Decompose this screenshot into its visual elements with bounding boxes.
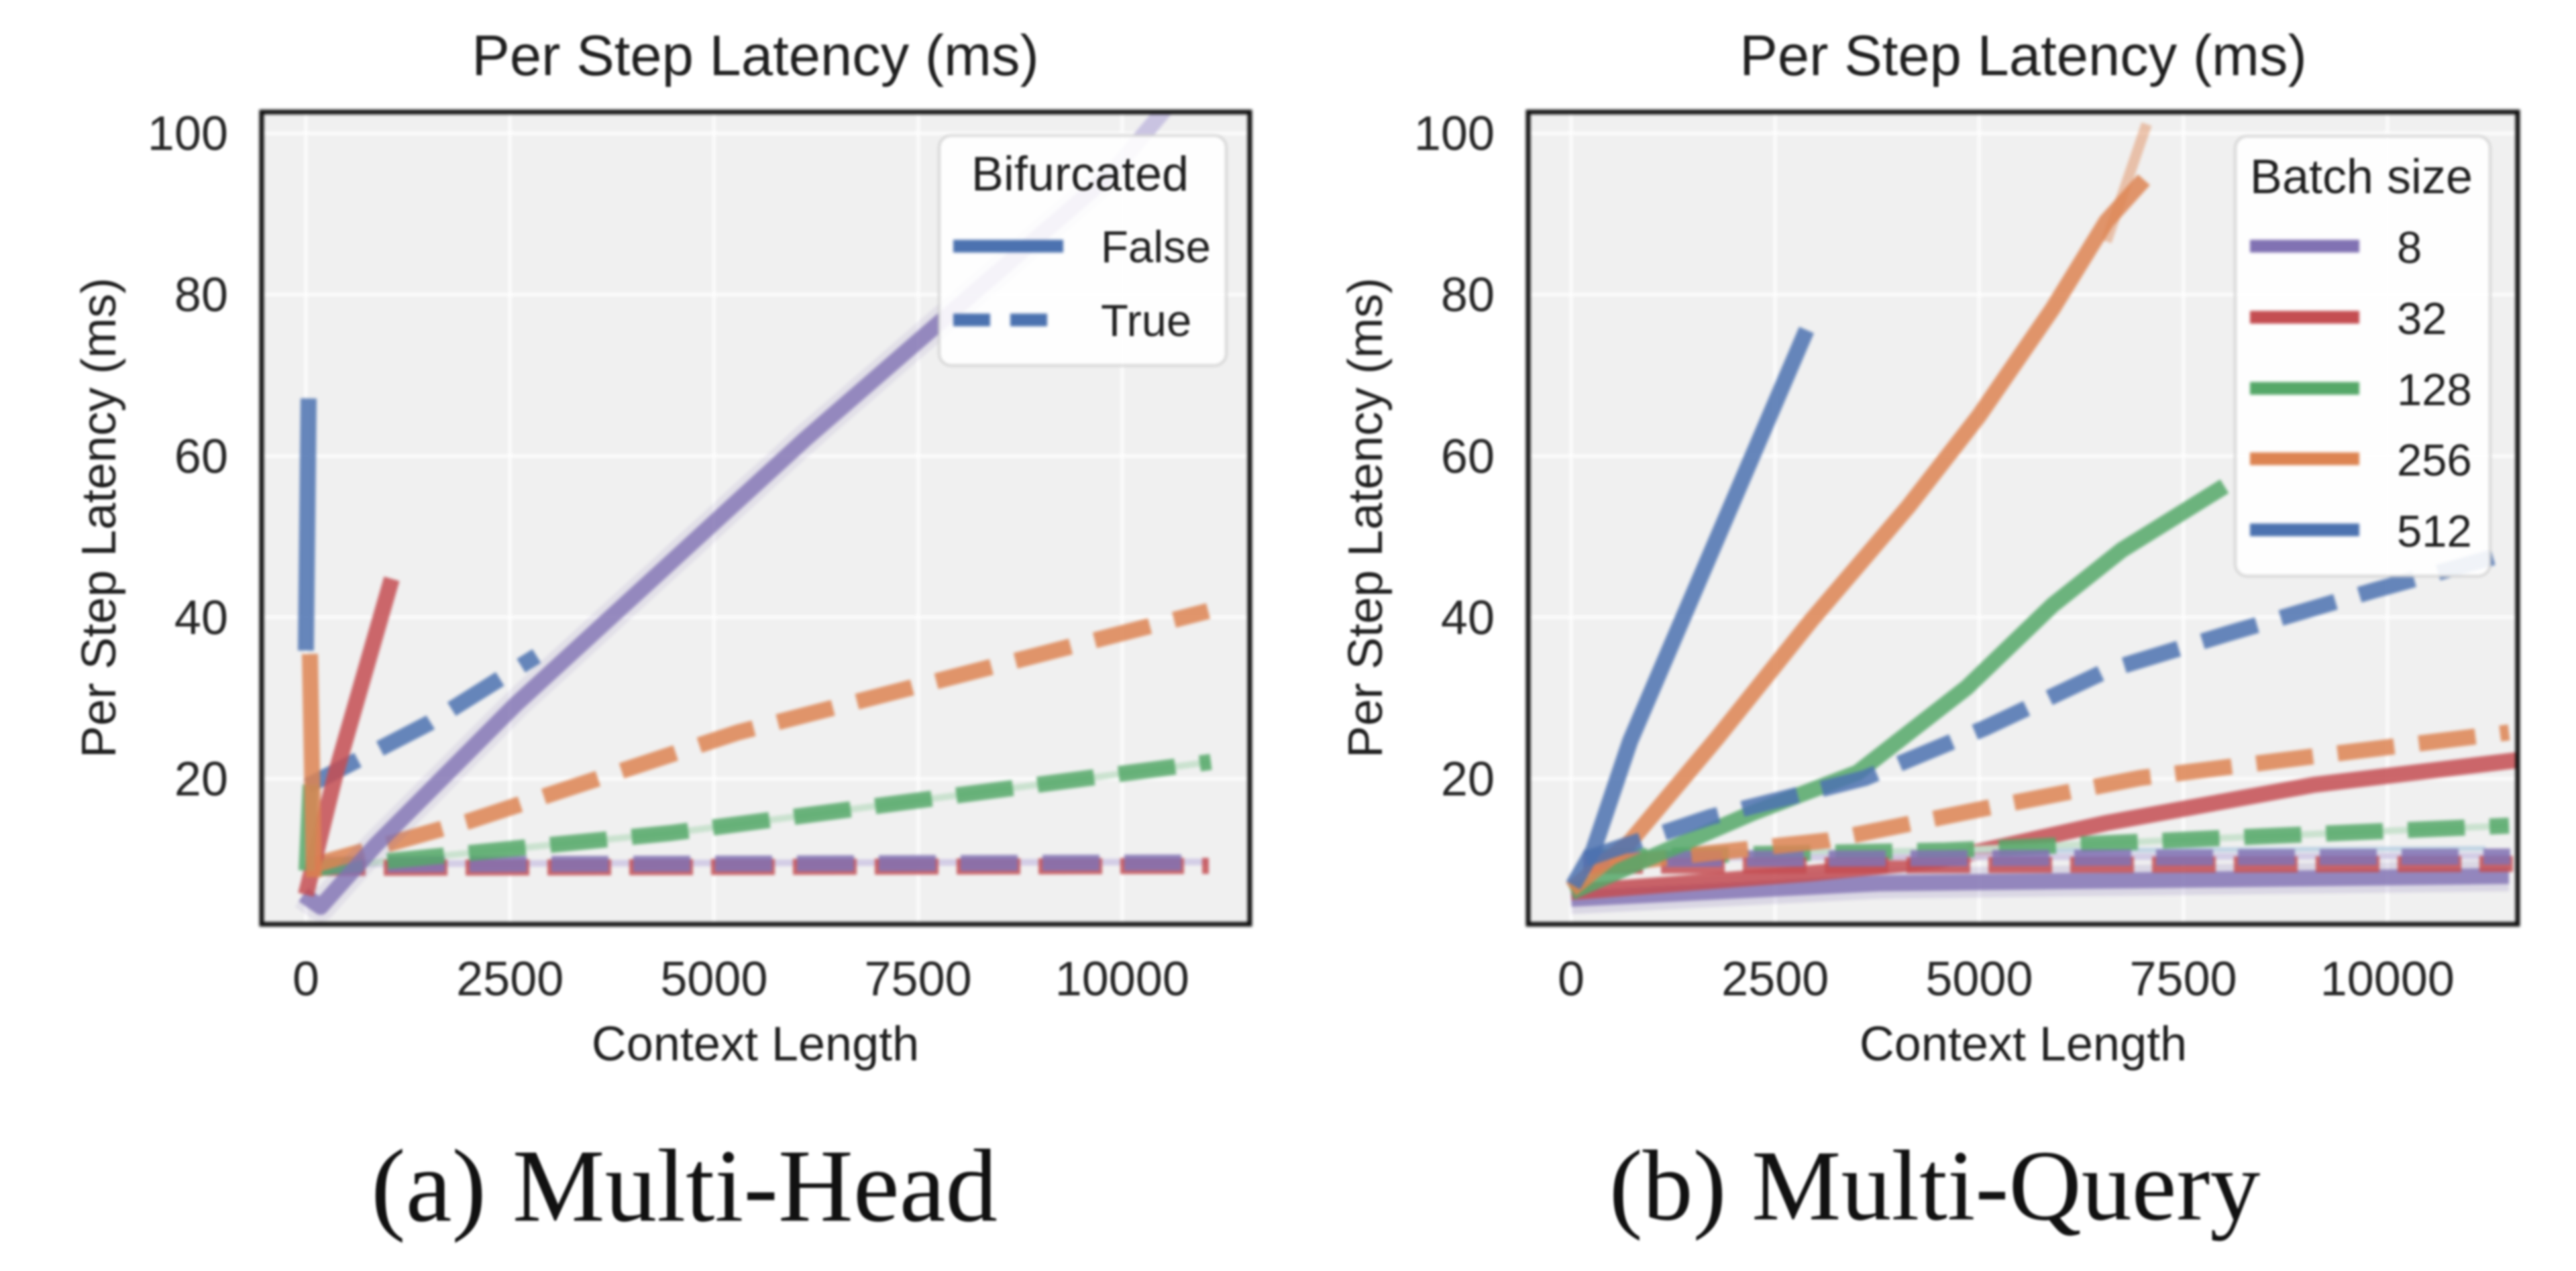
svg-text:100: 100 — [148, 107, 228, 161]
svg-text:7500: 7500 — [2130, 952, 2237, 1006]
svg-text:5000: 5000 — [1925, 952, 2033, 1006]
svg-text:80: 80 — [1441, 268, 1495, 322]
svg-text:20: 20 — [174, 753, 228, 806]
svg-text:Per Step Latency (ms): Per Step Latency (ms) — [72, 278, 126, 758]
svg-text:32: 32 — [2397, 294, 2447, 344]
svg-text:Per Step Latency (ms): Per Step Latency (ms) — [472, 24, 1039, 88]
svg-text:(b) Multi-Query: (b) Multi-Query — [1609, 1130, 2261, 1241]
svg-text:20: 20 — [1441, 753, 1495, 806]
svg-text:8: 8 — [2397, 223, 2422, 273]
svg-text:Context Length: Context Length — [592, 1017, 919, 1071]
svg-text:256: 256 — [2397, 435, 2472, 486]
svg-text:Context Length: Context Length — [1860, 1017, 2187, 1071]
svg-text:False: False — [1101, 222, 1211, 272]
svg-text:10000: 10000 — [1055, 952, 1189, 1006]
svg-text:Bifurcated: Bifurcated — [971, 148, 1189, 201]
svg-text:2500: 2500 — [456, 952, 564, 1006]
svg-text:40: 40 — [174, 591, 228, 645]
svg-text:80: 80 — [174, 268, 228, 322]
svg-text:10000: 10000 — [2320, 952, 2455, 1006]
svg-text:100: 100 — [1414, 107, 1495, 161]
svg-text:60: 60 — [1441, 430, 1495, 484]
svg-text:40: 40 — [1441, 591, 1495, 645]
svg-text:(a) Multi-Head: (a) Multi-Head — [371, 1128, 998, 1244]
svg-text:7500: 7500 — [865, 952, 972, 1006]
svg-text:60: 60 — [174, 430, 228, 484]
svg-text:0: 0 — [1558, 952, 1585, 1006]
svg-text:Batch size: Batch size — [2250, 150, 2473, 204]
svg-text:Per Step Latency (ms): Per Step Latency (ms) — [1339, 278, 1393, 758]
svg-text:512: 512 — [2397, 506, 2472, 557]
svg-text:0: 0 — [292, 952, 319, 1006]
svg-text:Per Step Latency (ms): Per Step Latency (ms) — [1739, 24, 2307, 88]
svg-text:5000: 5000 — [660, 952, 767, 1006]
svg-text:128: 128 — [2397, 365, 2472, 415]
svg-text:True: True — [1101, 296, 1191, 346]
svg-text:2500: 2500 — [1721, 952, 1829, 1006]
